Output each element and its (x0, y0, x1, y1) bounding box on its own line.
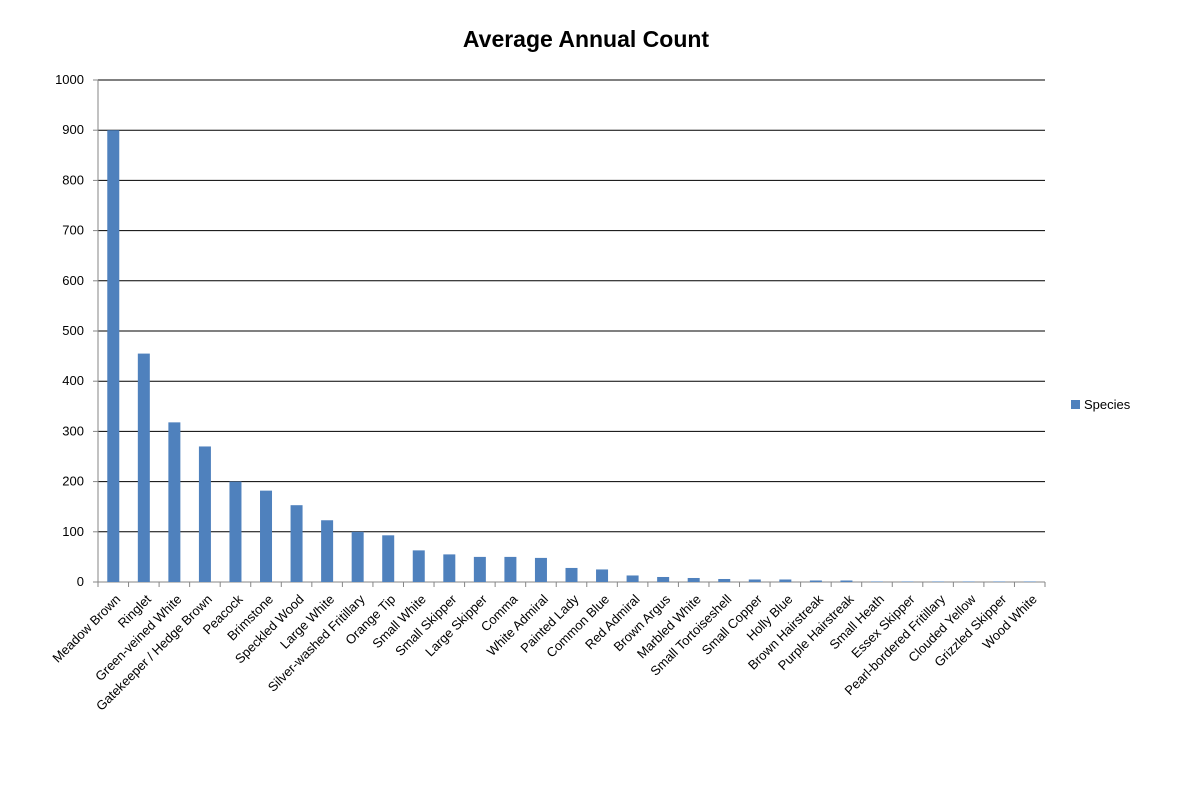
y-tick-label: 300 (62, 423, 84, 438)
y-tick-label: 800 (62, 172, 84, 187)
bar-gatekeeper-hedge-brown (198, 446, 211, 582)
bar-holly-blue (779, 579, 792, 582)
legend-label: Species (1084, 397, 1131, 412)
bar-peacock (229, 481, 242, 582)
bar-comma (504, 556, 517, 582)
bar-essex-skipper (901, 581, 914, 582)
bar-white-admiral (534, 557, 547, 582)
bar-clouded-yellow (962, 581, 975, 582)
y-tick-label: 400 (62, 373, 84, 388)
bar-pearl-bordered-fritillary (932, 581, 945, 582)
bar-wood-white (1023, 581, 1036, 582)
bar-grizzled-skipper (993, 581, 1006, 582)
bar-orange-tip (382, 535, 395, 582)
legend-swatch (1071, 400, 1080, 409)
y-tick-label: 600 (62, 273, 84, 288)
bar-large-skipper (473, 556, 486, 582)
bar-small-copper (748, 579, 761, 582)
bar-ringlet (137, 353, 150, 582)
y-tick-label: 200 (62, 474, 84, 489)
bar-small-heath (870, 581, 883, 582)
bar-purple-hairstreak (840, 580, 853, 582)
bar-common-blue (596, 569, 609, 582)
y-tick-label: 700 (62, 223, 84, 238)
bar-red-admiral (626, 575, 639, 582)
bar-silver-washed-fritillary (351, 531, 364, 582)
bar-small-white (412, 550, 425, 582)
bar-marbled-white (687, 577, 700, 582)
bar-speckled-wood (290, 505, 303, 582)
y-tick-label: 1000 (55, 72, 84, 87)
bar-green-veined-white (168, 422, 181, 582)
chart-title: Average Annual Count (462, 26, 710, 52)
bar-meadow-brown (107, 130, 120, 582)
y-tick-label: 500 (62, 323, 84, 338)
bar-painted-lady (565, 567, 578, 582)
bar-small-tortoiseshell (718, 578, 731, 582)
bar-brown-argus (657, 576, 670, 582)
y-tick-label: 100 (62, 524, 84, 539)
bar-brimstone (260, 490, 273, 582)
bar-small-skipper (443, 554, 456, 582)
y-tick-label: 0 (77, 574, 84, 589)
bar-brown-hairstreak (809, 580, 822, 582)
y-tick-label: 900 (62, 122, 84, 137)
bar-large-white (321, 520, 334, 582)
